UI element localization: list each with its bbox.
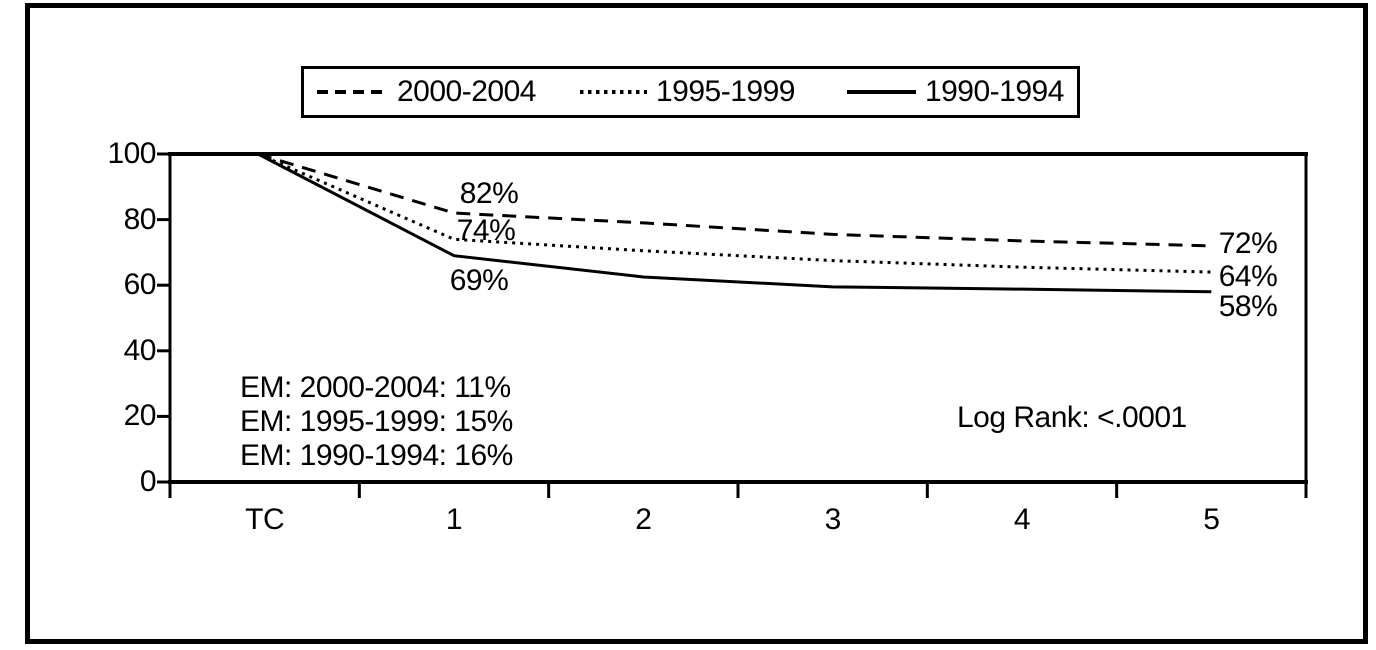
- dashed-line-icon: [317, 90, 388, 94]
- x-tick-label-2: 2: [635, 503, 652, 536]
- legend-item-2000-2004: 2000-2004: [317, 75, 536, 109]
- x-tick-label-3: 3: [824, 503, 842, 536]
- point-label-year1-2000-2004: 82%: [459, 177, 519, 210]
- log-rank-annotation: Log Rank: <.0001: [957, 401, 1187, 434]
- solid-line-icon: [846, 90, 916, 94]
- legend-label: 1995-1999: [655, 75, 795, 108]
- x-tick-label-4: 4: [1013, 503, 1031, 536]
- point-label-year1-1995-1999: 74%: [456, 214, 516, 247]
- em-stat-line: EM: 1990-1994: 16%: [240, 439, 513, 472]
- x-tick-label-5: 5: [1203, 503, 1220, 536]
- y-tick-label-20: 20: [123, 399, 157, 433]
- survival-curve-1995-1999: [257, 152, 1212, 274]
- survival-curve-2000-2004: [257, 152, 1212, 248]
- em-stats-block: EM: 2000-2004: 11% EM: 1995-1999: 15% EM…: [240, 371, 513, 473]
- y-tick-label-0: 0: [139, 465, 157, 498]
- legend-label: 1990-1994: [924, 75, 1064, 108]
- chart-legend: 2000-2004 1995-1999 1990-1994: [301, 66, 1080, 118]
- y-tick-label-60: 60: [123, 268, 157, 302]
- x-tick-label-TC: TC: [245, 503, 285, 536]
- y-tick-label-100: 100: [107, 137, 156, 170]
- figure-outer-border: [25, 3, 1368, 644]
- y-tick-label-80: 80: [123, 202, 157, 236]
- point-label-year5-2000-2004: 72%: [1218, 227, 1278, 260]
- point-label-year1-1990-1994: 69%: [449, 264, 509, 297]
- survival-curve-1990-1994: [257, 152, 1212, 294]
- y-tick-label-40: 40: [123, 333, 157, 367]
- point-label-year5-1995-1999: 64%: [1218, 260, 1278, 293]
- point-label-year5-1990-1994: 58%: [1218, 290, 1278, 323]
- legend-item-1990-1994: 1990-1994: [846, 75, 1064, 109]
- legend-item-1995-1999: 1995-1999: [579, 75, 795, 109]
- legend-label: 2000-2004: [397, 75, 536, 108]
- em-stat-line: EM: 1995-1999: 15%: [240, 405, 513, 438]
- x-tick-label-1: 1: [445, 503, 463, 536]
- em-stat-line: EM: 2000-2004: 11%: [240, 371, 511, 404]
- dotted-line-icon: [579, 90, 647, 94]
